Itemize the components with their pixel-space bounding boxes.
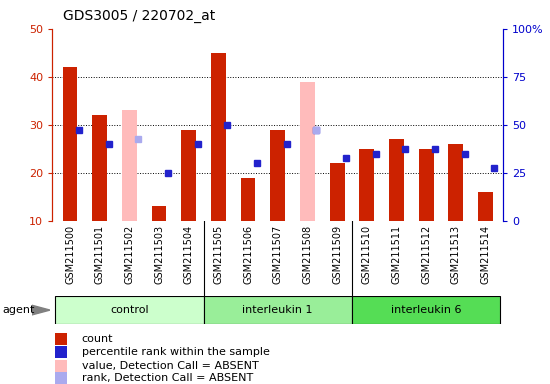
Text: GSM211513: GSM211513 — [451, 225, 461, 284]
Bar — [329, 163, 344, 221]
Text: GSM211504: GSM211504 — [184, 225, 194, 284]
Bar — [211, 53, 226, 221]
Polygon shape — [32, 305, 50, 315]
Bar — [122, 111, 137, 221]
Bar — [204, 296, 352, 324]
Bar — [448, 144, 463, 221]
Text: percentile rank within the sample: percentile rank within the sample — [81, 347, 270, 357]
Bar — [352, 296, 500, 324]
Text: GSM211506: GSM211506 — [243, 225, 253, 284]
Bar — [478, 192, 493, 221]
Text: GSM211512: GSM211512 — [421, 225, 431, 284]
Text: GSM211511: GSM211511 — [392, 225, 402, 284]
Text: control: control — [110, 305, 148, 315]
Bar — [63, 67, 78, 221]
Bar — [182, 129, 196, 221]
Text: GDS3005 / 220702_at: GDS3005 / 220702_at — [63, 9, 216, 23]
Bar — [419, 149, 433, 221]
Text: GSM211508: GSM211508 — [302, 225, 312, 284]
Bar — [359, 149, 374, 221]
Text: GSM211500: GSM211500 — [65, 225, 75, 284]
Text: GSM211501: GSM211501 — [95, 225, 104, 284]
Bar — [389, 139, 404, 221]
Text: value, Detection Call = ABSENT: value, Detection Call = ABSENT — [81, 361, 258, 371]
Text: GSM211514: GSM211514 — [481, 225, 491, 284]
Text: rank, Detection Call = ABSENT: rank, Detection Call = ABSENT — [81, 373, 253, 384]
Bar — [92, 115, 107, 221]
Text: interleukin 1: interleukin 1 — [243, 305, 313, 315]
Text: agent: agent — [3, 305, 35, 315]
Text: GSM211509: GSM211509 — [332, 225, 342, 284]
Text: interleukin 6: interleukin 6 — [391, 305, 461, 315]
Bar — [300, 81, 315, 221]
Text: GSM211502: GSM211502 — [124, 225, 134, 284]
Text: count: count — [81, 334, 113, 344]
Bar — [152, 207, 167, 221]
Text: GSM211503: GSM211503 — [154, 225, 164, 284]
Text: GSM211507: GSM211507 — [273, 225, 283, 284]
Bar — [271, 129, 285, 221]
Bar — [241, 177, 256, 221]
Bar — [55, 296, 204, 324]
Text: GSM211505: GSM211505 — [213, 225, 223, 284]
Text: GSM211510: GSM211510 — [362, 225, 372, 284]
